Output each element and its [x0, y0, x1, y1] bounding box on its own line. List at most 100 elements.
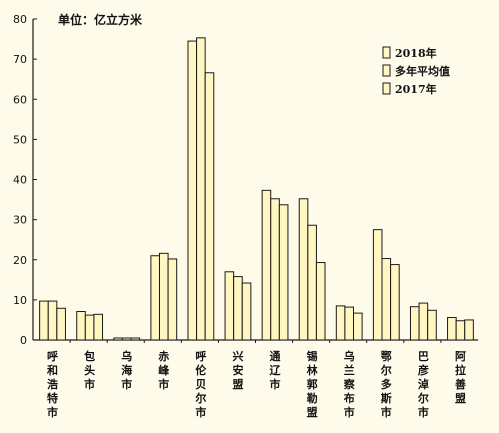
bar — [113, 337, 123, 341]
bar — [335, 305, 346, 341]
category-label-char: 通 — [270, 350, 281, 363]
category-label-char: 峰 — [158, 363, 170, 377]
legend-label: 2017年 — [395, 82, 437, 96]
bar — [167, 258, 178, 341]
category-label-char: 伦 — [195, 363, 207, 377]
bar — [455, 320, 466, 341]
category-label-char: 鄂 — [381, 349, 392, 363]
bar — [372, 229, 383, 341]
bar — [56, 307, 66, 341]
y-tick-label: 10 — [13, 294, 27, 307]
bar — [298, 198, 309, 341]
bar — [241, 282, 252, 341]
legend-swatch — [382, 64, 391, 77]
category-label-char: 尔 — [380, 363, 392, 377]
category-label-char: 兰 — [344, 363, 355, 377]
bar — [158, 252, 169, 341]
y-tick-label: 30 — [13, 214, 27, 227]
bar — [196, 37, 206, 341]
category-label-char: 海 — [121, 363, 132, 377]
bar — [418, 302, 429, 341]
category-label-char: 郭 — [307, 377, 318, 391]
axes: 01020304050607080呼和浩特市包头市乌海市赤峰市呼伦贝尔市兴安盟通… — [13, 13, 478, 419]
category-label-char: 盟 — [232, 378, 243, 391]
y-tick-label: 40 — [13, 174, 27, 187]
bar — [130, 337, 141, 341]
bar — [204, 72, 215, 341]
bar — [39, 300, 49, 341]
bar — [47, 300, 58, 341]
category-label-char: 善 — [455, 377, 466, 391]
category-label-char: 乌 — [344, 349, 355, 363]
category-label-char: 市 — [270, 377, 281, 391]
category-label-char: 市 — [381, 405, 392, 419]
category-label-char: 巴 — [418, 350, 429, 363]
bar — [381, 258, 392, 341]
bar — [344, 306, 355, 341]
category-label-char: 特 — [47, 391, 58, 405]
unit-label: 单位：亿立方米 — [58, 12, 143, 27]
category-label-char: 林 — [307, 363, 318, 377]
category-label-char: 市 — [47, 405, 58, 419]
bar — [278, 204, 289, 341]
category-label-char: 市 — [84, 377, 95, 391]
category-label-char: 市 — [195, 405, 206, 419]
bar — [353, 312, 363, 341]
category-label-char: 淖 — [418, 377, 429, 391]
bar — [447, 317, 457, 341]
y-tick-label: 70 — [13, 53, 27, 66]
bar — [315, 262, 326, 341]
bar — [409, 306, 420, 341]
y-tick-label: 0 — [20, 334, 27, 347]
y-tick-label: 80 — [13, 13, 27, 26]
bar — [261, 189, 272, 341]
category-label-char: 呼 — [47, 349, 58, 363]
legend-label: 多年平均值 — [395, 64, 450, 78]
bar — [270, 198, 280, 341]
category-label-char: 勒 — [307, 391, 318, 405]
category-label-char: 和 — [47, 363, 58, 377]
bar — [187, 40, 198, 341]
y-tick-label: 20 — [13, 254, 27, 267]
category-label-char: 呼 — [195, 349, 206, 363]
category-label-char: 布 — [344, 391, 355, 405]
category-label-char: 多 — [381, 377, 392, 391]
bar — [76, 311, 86, 341]
category-label-char: 盟 — [455, 392, 466, 405]
y-tick-label: 60 — [13, 93, 27, 106]
category-label-char: 阿 — [455, 349, 466, 363]
category-label-char: 拉 — [455, 363, 466, 377]
category-label-char: 头 — [84, 363, 95, 377]
category-label-char: 市 — [418, 405, 429, 419]
category-label-char: 斯 — [381, 391, 392, 405]
category-label-char: 包 — [83, 349, 95, 363]
bar — [93, 313, 104, 341]
y-tick-label: 50 — [13, 133, 27, 146]
category-label-char: 乌 — [121, 349, 132, 363]
bar — [84, 314, 95, 341]
category-label-char: 兴 — [232, 349, 243, 363]
bars — [39, 37, 474, 341]
legend-swatch — [382, 82, 391, 95]
category-label-char: 市 — [121, 377, 132, 391]
category-label-char: 安 — [232, 363, 243, 377]
category-label-char: 市 — [158, 377, 169, 391]
category-label-char: 彦 — [418, 363, 429, 377]
category-label-char: 浩 — [47, 377, 58, 391]
category-label-char: 市 — [344, 405, 355, 419]
category-label-char: 辽 — [270, 364, 282, 377]
bar — [464, 319, 474, 341]
bar — [121, 337, 132, 341]
bar — [150, 255, 160, 341]
legend-swatch — [382, 46, 391, 59]
legend-label: 2018年 — [395, 46, 437, 60]
bar — [233, 276, 243, 341]
category-label-char: 贝 — [195, 378, 206, 391]
category-label-char: 察 — [344, 377, 356, 391]
bar — [307, 224, 317, 341]
category-label-char: 尔 — [417, 391, 429, 405]
category-label-char: 赤 — [158, 349, 169, 363]
